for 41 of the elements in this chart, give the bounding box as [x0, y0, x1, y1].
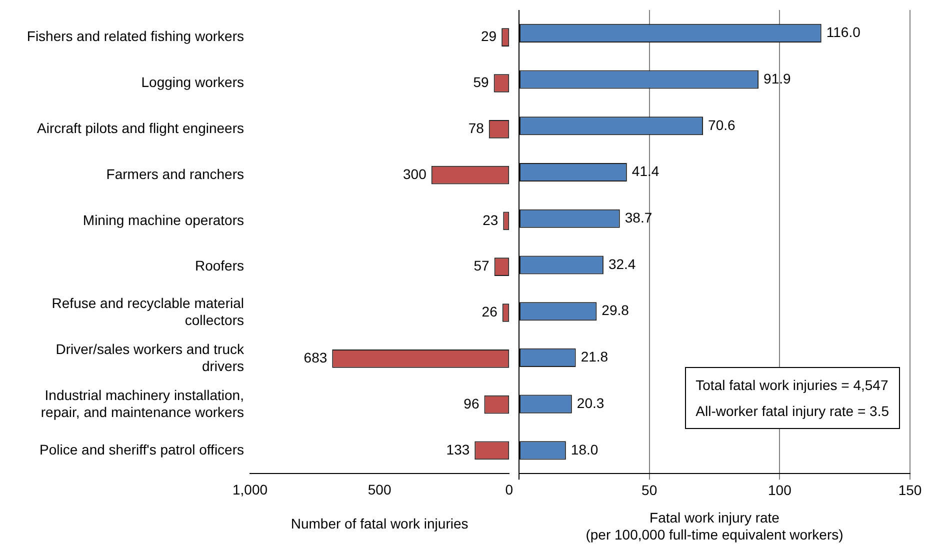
- y-tick-label: Logging workers: [141, 74, 244, 90]
- x-tick-label: 100: [768, 482, 792, 498]
- x-axis-title: Fatal work injury rate (per 100,000 full-time equivalent workers): [586, 510, 844, 542]
- y-tick-label: Police and sheriff's patrol officers: [40, 441, 244, 458]
- y-tick-label: Fishers and related fishing workers: [26, 28, 244, 44]
- y-tick-label: Mining machine operators: [82, 212, 244, 228]
- x-tick-label: 500: [368, 482, 392, 498]
- data-label: 26: [482, 304, 498, 320]
- annotation: All-worker fatal injury rate = 3.5: [696, 402, 889, 421]
- data-label: 32.4: [608, 256, 636, 272]
- y-tick-label: Aircraft pilots and flight engineers: [37, 120, 244, 136]
- data-label: 133: [446, 441, 470, 458]
- data-label: 96: [464, 395, 480, 412]
- data-label: 116.0: [826, 24, 861, 40]
- data-label: 78: [468, 120, 484, 136]
- x-tick-label: 1,000: [232, 482, 268, 498]
- data-label: 91.9: [764, 70, 792, 86]
- data-label: 59: [473, 74, 490, 90]
- data-label: 70.6: [708, 116, 736, 133]
- x-axis-title: Number of fatal work injuries: [290, 515, 468, 532]
- x-tick-label: 50: [642, 482, 658, 498]
- y-tick-label: Roofers: [194, 258, 244, 274]
- data-label: 683: [304, 350, 328, 366]
- data-label: 300: [403, 166, 427, 182]
- data-label: 29: [481, 28, 497, 44]
- annotation: Total fatal work injuries = 4,547: [696, 376, 889, 395]
- data-label: 57: [474, 258, 490, 274]
- data-label: 41.4: [632, 163, 660, 180]
- y-tick-label: Refuse and recyclable material collectors: [52, 295, 244, 328]
- data-label: 23: [482, 212, 498, 228]
- note-box: Total fatal work injuries = 4,547 All-worker fatal injury rate = 3.5: [684, 367, 900, 429]
- data-label: 21.8: [580, 348, 608, 365]
- data-label: 20.3: [576, 394, 604, 411]
- y-tick-label: Driver/sales workers and truck drivers: [56, 341, 245, 374]
- y-tick-label: Industrial machinery installation, repair, and maintenance workers: [40, 387, 244, 420]
- data-label: 18.0: [570, 441, 598, 458]
- x-tick-label: 0: [505, 482, 514, 498]
- data-label: 38.7: [624, 209, 652, 226]
- y-tick-label: Farmers and ranchers: [106, 166, 244, 182]
- data-label: 29.8: [602, 302, 630, 318]
- x-tick-label: 150: [898, 482, 922, 498]
